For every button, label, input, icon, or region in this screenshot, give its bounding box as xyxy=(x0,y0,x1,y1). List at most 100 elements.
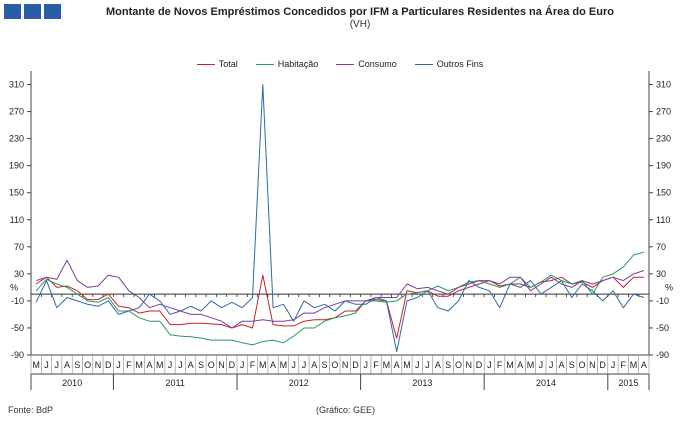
bank-logo-icon xyxy=(4,4,61,19)
y-tick-label-left: -10 xyxy=(11,296,24,306)
legend-label: Consumo xyxy=(358,59,397,69)
y-tick-label-right: 230 xyxy=(656,134,671,144)
x-tick-label-month: M xyxy=(630,360,638,370)
legend-item: Consumo xyxy=(336,58,397,70)
y-tick-label-right: 70 xyxy=(656,242,666,252)
y-unit-right: % xyxy=(665,282,673,292)
y-tick-label-left: 310 xyxy=(9,80,24,90)
x-tick-label-month: O xyxy=(208,360,215,370)
x-tick-label-month: A xyxy=(311,360,317,370)
x-tick-label-month: O xyxy=(331,360,338,370)
x-tick-label-year: 2010 xyxy=(62,378,82,388)
x-tick-label-year: 2014 xyxy=(536,378,556,388)
x-tick-label-month: F xyxy=(497,360,503,370)
x-tick-label-month: M xyxy=(506,360,514,370)
x-tick-label-month: N xyxy=(589,360,596,370)
y-tick-label-right: 310 xyxy=(656,80,671,90)
x-tick-label-year: 2011 xyxy=(166,378,185,388)
x-tick-label-month: F xyxy=(373,360,379,370)
y-tick-label-right: 190 xyxy=(656,161,671,171)
x-tick-label-year: 2013 xyxy=(412,378,432,388)
series-line xyxy=(35,274,644,339)
x-tick-label-month: N xyxy=(95,360,102,370)
legend-swatch xyxy=(414,63,433,65)
y-tick-label-left: 190 xyxy=(9,161,24,171)
x-tick-label-year: 2015 xyxy=(618,378,638,388)
x-tick-label-month: D xyxy=(599,360,606,370)
series-line xyxy=(35,84,645,353)
source-note: Fonte: BdP xyxy=(8,405,54,415)
x-tick-label-month: J xyxy=(55,360,60,370)
x-tick-label-month: J xyxy=(487,360,492,370)
x-tick-label-month: F xyxy=(126,360,132,370)
x-tick-label-month: D xyxy=(476,360,483,370)
y-tick-label-left: 230 xyxy=(9,134,24,144)
x-tick-label-month: A xyxy=(64,360,70,370)
x-tick-label-month: O xyxy=(84,360,91,370)
y-tick-label-left: 150 xyxy=(9,188,24,198)
x-tick-label-month: A xyxy=(188,360,194,370)
x-tick-label-month: J xyxy=(291,360,296,370)
x-tick-label-month: J xyxy=(44,360,49,370)
legend-item: Outros Fins xyxy=(414,58,484,70)
x-tick-label-month: A xyxy=(558,360,564,370)
x-tick-label-month: M xyxy=(32,360,40,370)
x-tick-label-month: J xyxy=(425,360,430,370)
series-line xyxy=(35,259,645,329)
x-tick-label-month: D xyxy=(229,360,236,370)
x-tick-label-month: J xyxy=(116,360,121,370)
logo-block-icon xyxy=(24,4,41,19)
x-tick-label-month: A xyxy=(517,360,523,370)
x-tick-label-month: S xyxy=(569,360,575,370)
x-tick-label-month: N xyxy=(342,360,349,370)
x-tick-label-month: M xyxy=(280,360,288,370)
y-tick-label-left: 270 xyxy=(9,107,24,117)
y-tick-label-right: -90 xyxy=(656,350,669,360)
y-tick-label-right: 110 xyxy=(656,215,670,225)
x-tick-label-month: J xyxy=(539,360,544,370)
legend-label: Habitação xyxy=(277,59,319,69)
logo-block-icon xyxy=(44,4,61,19)
x-tick-label-month: J xyxy=(168,360,173,370)
x-tick-label-month: M xyxy=(135,360,143,370)
y-tick-label-left: -50 xyxy=(11,323,24,333)
x-tick-label-month: A xyxy=(435,360,441,370)
x-tick-label-month: M xyxy=(156,360,164,370)
x-tick-label-month: J xyxy=(178,360,183,370)
x-tick-label-month: F xyxy=(250,360,256,370)
y-tick-label-right: 150 xyxy=(656,188,671,198)
x-tick-label-month: F xyxy=(621,360,627,370)
x-tick-label-month: N xyxy=(218,360,225,370)
x-tick-label-month: S xyxy=(74,360,80,370)
legend-label: Outros Fins xyxy=(436,59,484,69)
series-line xyxy=(35,251,645,346)
x-tick-label-month: J xyxy=(240,360,245,370)
x-tick-label-month: O xyxy=(455,360,462,370)
y-tick-label-right: 270 xyxy=(656,107,671,117)
x-tick-label-month: D xyxy=(105,360,112,370)
x-tick-label-month: A xyxy=(394,360,400,370)
legend-swatch xyxy=(196,63,215,65)
x-tick-label-month: M xyxy=(383,360,391,370)
x-tick-label-month: A xyxy=(641,360,647,370)
y-tick-label-left: 110 xyxy=(10,215,24,225)
legend-item: Total xyxy=(196,58,238,70)
legend-swatch xyxy=(336,63,355,65)
chart-legend: Total Habitação Consumo Outros Fins xyxy=(0,58,680,70)
chart-subtitle: (VH) xyxy=(349,19,371,30)
x-tick-label-month: J xyxy=(611,360,616,370)
x-tick-label-month: S xyxy=(445,360,451,370)
x-tick-label-year: 2012 xyxy=(289,378,309,388)
x-tick-label-month: A xyxy=(146,360,152,370)
x-tick-label-month: J xyxy=(364,360,369,370)
x-tick-label-month: S xyxy=(198,360,204,370)
legend-label: Total xyxy=(218,59,238,69)
y-tick-label-right: -10 xyxy=(656,296,669,306)
x-tick-label-month: J xyxy=(549,360,554,370)
x-tick-label-month: M xyxy=(527,360,535,370)
y-tick-label-left: -90 xyxy=(11,350,24,360)
x-tick-label-month: M xyxy=(259,360,267,370)
x-tick-label-month: J xyxy=(415,360,420,370)
y-tick-label-left: 30 xyxy=(14,269,24,279)
